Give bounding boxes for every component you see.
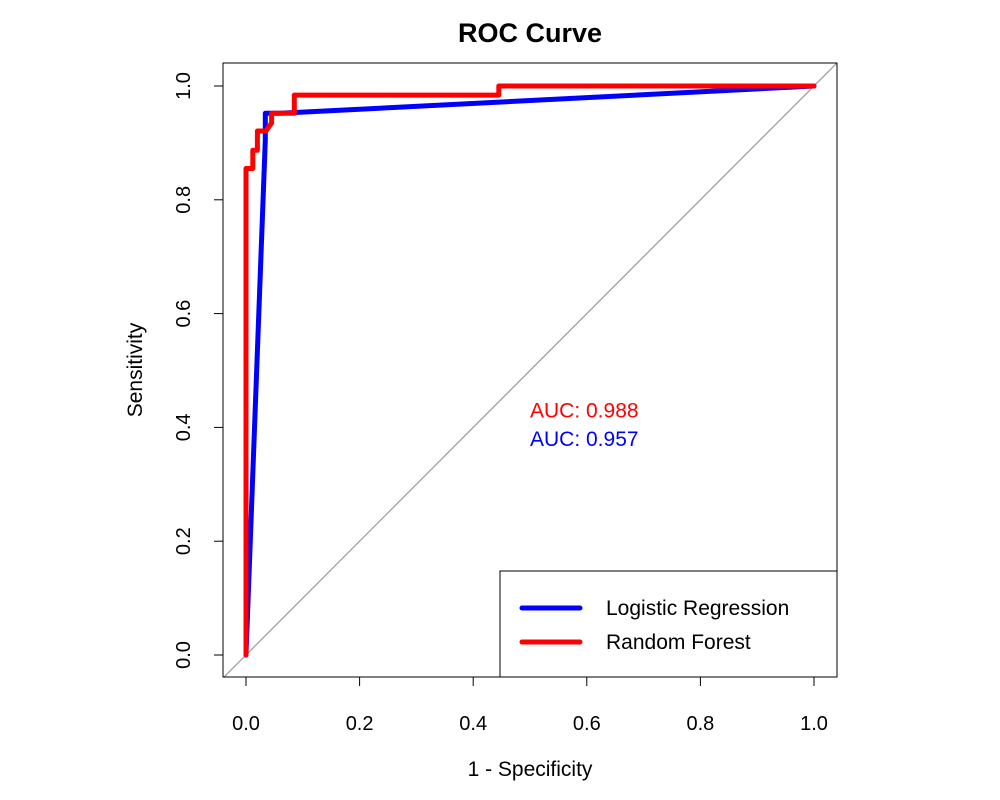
y-axis-title: Sensitivity: [124, 322, 147, 417]
x-axis-title: 1 - Specificity: [468, 758, 593, 781]
y-tick-label: 0.4: [173, 413, 195, 441]
x-axis: 0.0 0.2 0.4 0.6 0.8 1.0: [232, 676, 828, 735]
x-tick-label: 1.0: [800, 713, 828, 735]
x-tick-label: 0.6: [573, 713, 601, 735]
legend-label: Random Forest: [606, 631, 751, 654]
x-tick-label: 0.4: [459, 713, 487, 735]
legend-label: Logistic Regression: [606, 597, 789, 620]
y-tick-label: 0.0: [173, 641, 195, 669]
auc-annotation: AUC: 0.988: [530, 399, 639, 422]
y-tick-label: 1.0: [173, 72, 195, 100]
x-tick-label: 0.0: [232, 713, 260, 735]
series-line-logistic-regression: [243, 83, 817, 658]
y-tick-label: 0.6: [173, 300, 195, 328]
legend-box: [499, 570, 838, 678]
x-tick-label: 0.8: [686, 713, 714, 735]
y-axis: 0.0 0.2 0.4 0.6 0.8 1.0: [173, 72, 224, 669]
y-tick-label: 0.2: [173, 527, 195, 555]
reference-diagonal: [223, 63, 837, 677]
y-tick-label: 0.8: [173, 186, 195, 214]
x-tick-label: 0.2: [346, 713, 374, 735]
legend: Logistic Regression Random Forest: [499, 570, 838, 678]
plot-area: AUC: 0.988 AUC: 0.957: [223, 63, 837, 677]
auc-annotation: AUC: 0.957: [530, 428, 639, 451]
chart-title: ROC Curve: [458, 18, 602, 48]
series-line-random-forest: [243, 83, 817, 658]
